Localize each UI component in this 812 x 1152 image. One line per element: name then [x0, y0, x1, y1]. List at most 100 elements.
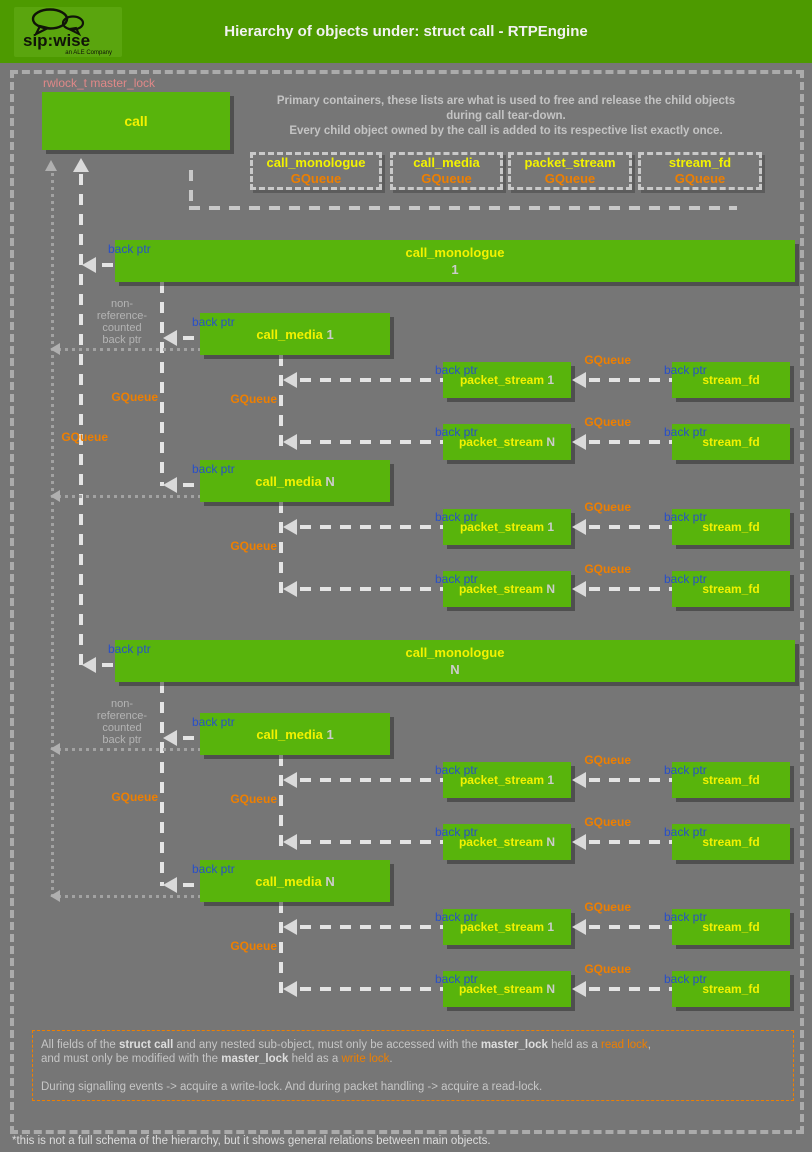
- back-ptr-label: back ptr: [435, 363, 478, 377]
- gqueue-label: GQueue: [230, 539, 277, 553]
- monologue-gqueue-line: [79, 174, 83, 668]
- nonref-backptr-line: [58, 748, 200, 751]
- arrowhead-up-icon: [45, 160, 57, 171]
- gqueue-label: GQueue: [61, 430, 108, 444]
- gqueue-label: GQueue: [230, 939, 277, 953]
- gqueue-label: GQueue: [584, 753, 631, 767]
- back-ptr-label: back ptr: [435, 910, 478, 924]
- backptr-dash: [183, 483, 195, 487]
- arrowhead-left-icon: [572, 434, 586, 450]
- arrowhead-left-icon: [163, 877, 177, 893]
- back-ptr-label: back ptr: [192, 462, 235, 476]
- note-line: During signalling events -> acquire a wr…: [41, 1080, 785, 1094]
- backptr-dash: [183, 883, 195, 887]
- packet-stream-index: 1: [547, 920, 555, 934]
- back-ptr-label: back ptr: [435, 825, 478, 839]
- nonref-backptr-line: [58, 895, 200, 898]
- note-line: All fields of the struct call and any ne…: [41, 1038, 785, 1052]
- packet-stream-index: N: [546, 582, 556, 596]
- packet-stream-name: packet_stream: [459, 920, 545, 934]
- back-ptr-label: back ptr: [192, 315, 235, 329]
- info-line: Primary containers, these lists are what…: [276, 95, 736, 107]
- back-ptr-label: back ptr: [664, 363, 707, 377]
- stream-gqueue-dash: [589, 840, 672, 844]
- stream-fd-name: stream_fd: [702, 582, 760, 596]
- arrowhead-left-icon: [283, 772, 297, 788]
- page-title: Hierarchy of objects under: struct call …: [224, 23, 588, 40]
- arrowhead-left-icon: [572, 772, 586, 788]
- stream-fd-box: stream_fd: [672, 571, 790, 607]
- stream-fd-name: stream_fd: [702, 520, 760, 534]
- packet-stream-name: packet_stream: [459, 773, 545, 787]
- packet-stream-box-1: packet_stream 1: [443, 362, 571, 398]
- master-lock-label: rwlock_t master_lock: [43, 76, 156, 90]
- back-ptr-label: back ptr: [664, 763, 707, 777]
- primary-containers-note: Primary containers, these lists are what…: [258, 94, 754, 139]
- gqueue-label: GQueue: [584, 815, 631, 829]
- packet-stream-box-N: packet_stream N: [443, 571, 571, 607]
- stream-gqueue-dash: [589, 987, 672, 991]
- call-box: call: [42, 92, 230, 150]
- media-name: call_media: [256, 326, 323, 342]
- packet-gqueue-line: [279, 502, 283, 593]
- back-ptr-label: back ptr: [435, 510, 478, 524]
- queue-box-title: stream_fd: [668, 155, 732, 170]
- note-text: held as a: [547, 1039, 602, 1051]
- back-ptr-label: back ptr: [664, 425, 707, 439]
- stream-fd-name: stream_fd: [702, 835, 760, 849]
- diagram-outer-border: [10, 70, 804, 1134]
- arrowhead-left-icon: [572, 519, 586, 535]
- gqueue-label: GQueue: [584, 900, 631, 914]
- packet-stream-name: packet_stream: [458, 582, 544, 596]
- queue-box-gqueue-label: GQueue: [544, 171, 596, 186]
- speech-bubbles-icon: sip:wise an ALE Company: [23, 8, 112, 56]
- monologue-name: call_monologue: [405, 645, 505, 660]
- stream-fd-name: stream_fd: [702, 773, 760, 787]
- arrowhead-left-icon: [283, 981, 297, 997]
- packet-stream-index: 1: [547, 773, 555, 787]
- note-text: master_lock: [221, 1053, 289, 1065]
- gqueue-label: GQueue: [230, 392, 277, 406]
- stream-fd-name: stream_fd: [702, 373, 760, 387]
- backptr-dash: [183, 736, 195, 740]
- stream-gqueue-dash: [589, 778, 672, 782]
- arrowhead-left-icon: [283, 519, 297, 535]
- back-ptr-label: back ptr: [192, 715, 235, 729]
- backptr-dash: [102, 263, 114, 267]
- gqueue-label: GQueue: [111, 390, 158, 404]
- arrowhead-left-icon: [50, 343, 60, 355]
- note-text: ,: [647, 1039, 651, 1051]
- monologue-box-1: call_monologue 1: [115, 240, 795, 282]
- arrowhead-left-icon: [572, 372, 586, 388]
- logo-brand-text: sip:wise: [23, 31, 90, 50]
- packet-stream-box-N: packet_stream N: [443, 971, 571, 1007]
- packet-stream-name: packet_stream: [459, 520, 545, 534]
- back-ptr-label: back ptr: [664, 910, 707, 924]
- monologue-box-N: call_monologue N: [115, 640, 795, 682]
- backptr-dash: [102, 663, 114, 667]
- arrowhead-left-icon: [572, 981, 586, 997]
- monologue-index: 1: [451, 262, 459, 277]
- media-index: 1: [326, 726, 334, 742]
- stream-fd-box: stream_fd: [672, 362, 790, 398]
- stream-fd-box: stream_fd: [672, 824, 790, 860]
- back-ptr-label: back ptr: [435, 425, 478, 439]
- packet-stream-box-N: packet_stream N: [443, 424, 571, 460]
- back-ptr-label: back ptr: [664, 510, 707, 524]
- arrowhead-left-icon: [50, 890, 60, 902]
- media-name: call_media: [255, 473, 322, 489]
- info-line: Every child object owned by the call is …: [289, 125, 723, 137]
- media-gqueue-line: [160, 682, 164, 886]
- backptr-dash: [300, 987, 443, 991]
- arrowhead-left-icon: [82, 657, 96, 673]
- packet-stream-box-1: packet_stream 1: [443, 509, 571, 545]
- arrowhead-left-icon: [50, 490, 60, 502]
- queue-box-title: packet_stream: [524, 155, 616, 170]
- stream-fd-name: stream_fd: [702, 982, 760, 996]
- non-ref-counted-label: non-reference-counted back ptr: [96, 698, 148, 746]
- packet-stream-index: N: [546, 982, 556, 996]
- backptr-dash: [300, 440, 443, 444]
- arrowhead-left-icon: [50, 743, 60, 755]
- arrowhead-left-icon: [283, 919, 297, 935]
